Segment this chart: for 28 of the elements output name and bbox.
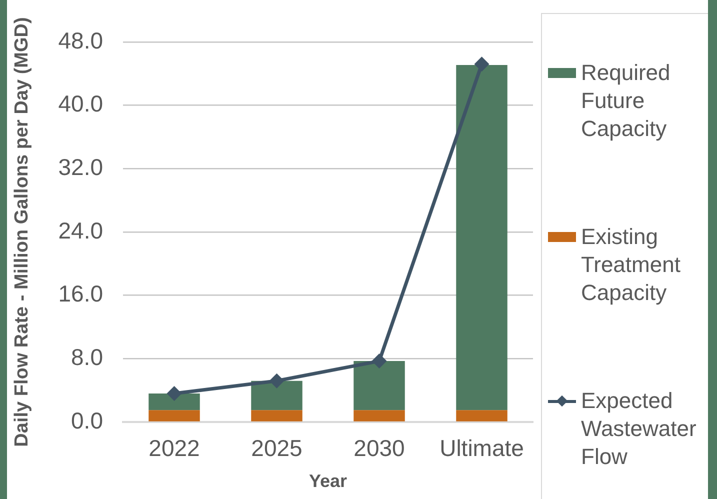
y-tick-label: 48.0 (58, 27, 103, 54)
bar (354, 361, 405, 410)
y-tick-label: 8.0 (71, 344, 103, 370)
bar (148, 410, 200, 422)
legend-label: Existing Treatment Capacity (581, 223, 682, 307)
y-tick-label: 0.0 (71, 407, 103, 434)
y-tick-label: 40.0 (58, 90, 103, 117)
point (269, 373, 284, 388)
bar (456, 64, 508, 410)
point (474, 56, 490, 72)
bar (251, 380, 302, 410)
x-axis-title: Year (308, 471, 348, 492)
legend-label: Expected Wastewater Flow (581, 387, 698, 471)
point (166, 386, 182, 401)
point (372, 354, 387, 369)
y-tick-label: 24.0 (58, 217, 103, 244)
x-tick-label: 2025 (251, 435, 302, 462)
y-axis-title: Daily Flow Rate - Million Gallons per Day (MGD) (12, 17, 33, 447)
y-tick-label: 32.0 (58, 154, 103, 180)
bar (148, 394, 200, 410)
bar (456, 410, 508, 422)
x-tick-label: 2030 (354, 435, 405, 462)
legend-label: Required Future Capacity (581, 59, 672, 143)
bar (354, 410, 405, 422)
x-tick-label: 2022 (148, 435, 200, 462)
y-tick-label: 16.0 (58, 280, 103, 307)
bar (251, 410, 302, 422)
x-tick-label: Ultimate (440, 435, 524, 462)
